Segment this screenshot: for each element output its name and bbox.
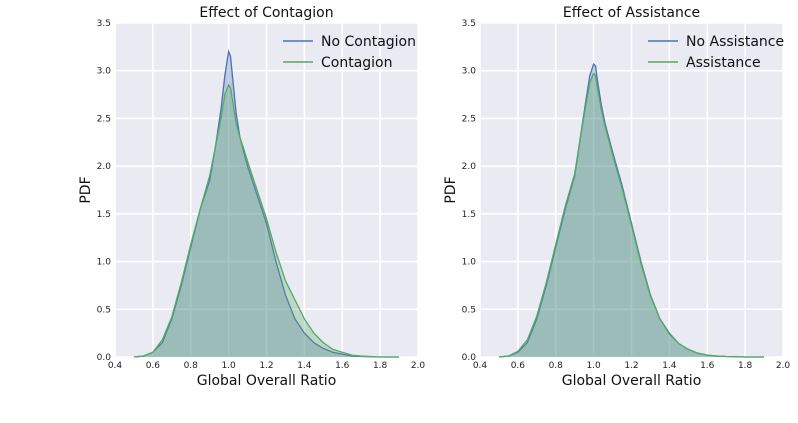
x-tick-label: 0.8 — [549, 361, 564, 371]
x-tick-label: 1.0 — [586, 361, 601, 371]
series-area-2 — [498, 73, 765, 357]
x-tick-label: 1.2 — [624, 361, 638, 371]
series-area-2 — [133, 85, 400, 357]
x-tick-label: 1.6 — [700, 361, 715, 371]
series-area-1 — [133, 51, 400, 357]
y-axis-label: PDF — [443, 176, 459, 203]
x-tick-label: 1.4 — [662, 361, 677, 371]
y-tick-label: 2.5 — [97, 114, 111, 124]
x-tick-label: 0.4 — [473, 361, 488, 371]
series-line-2 — [498, 72, 765, 358]
panel-2: 0.4 0.6 0.8 1.0 1.2 1.4 1.6 1.8 2.0 0.0 0.5 1.0 1.5 2… — [443, 5, 790, 389]
y-tick-label: 1.0 — [97, 258, 112, 268]
y-tick-label: 1.5 — [462, 210, 476, 220]
x-axis-label: Global Overall Ratio — [562, 373, 702, 389]
chart-title: Effect of Assistance — [563, 5, 700, 21]
series-line-2 — [133, 83, 400, 358]
legend-label: No Assistance — [686, 34, 784, 50]
y-tick-label: 3.0 — [462, 67, 477, 77]
y-tick-label: 2.5 — [462, 114, 476, 124]
y-tick-label: 1.5 — [97, 210, 111, 220]
x-tick-label: 1.0 — [221, 361, 236, 371]
y-tick-label: 3.5 — [97, 19, 111, 29]
x-tick-label: 1.6 — [335, 361, 350, 371]
x-tick-label: 1.4 — [297, 361, 312, 371]
chart-title: Effect of Contagion — [199, 5, 333, 21]
y-tick-label: 3.5 — [462, 19, 476, 29]
x-tick-label: 2.0 — [776, 361, 791, 371]
y-tick-label: 0.0 — [462, 353, 477, 363]
legend-label: Contagion — [321, 55, 393, 71]
y-tick-label: 3.0 — [97, 67, 112, 77]
x-axis-label: Global Overall Ratio — [197, 373, 337, 389]
y-tick-label: 0.5 — [462, 305, 476, 315]
y-tick-label: 2.0 — [97, 162, 112, 172]
x-tick-label: 1.8 — [738, 361, 753, 371]
x-tick-label: 0.4 — [108, 361, 123, 371]
y-tick-label: 1.0 — [462, 258, 477, 268]
y-tick-label: 2.0 — [462, 162, 477, 172]
x-tick-label: 0.6 — [146, 361, 161, 371]
y-tick-label: 0.5 — [97, 305, 111, 315]
legend-label: No Contagion — [321, 34, 416, 50]
legend: No Assistance Assistance — [648, 34, 784, 71]
x-tick-label: 0.6 — [511, 361, 526, 371]
legend: No Contagion Contagion — [283, 34, 416, 71]
x-tick-label: 2.0 — [411, 361, 426, 371]
legend-label: Assistance — [686, 55, 761, 71]
x-tick-label: 1.8 — [373, 361, 388, 371]
panel-1: 0.4 0.6 0.8 1.0 1.2 1.4 1.6 1.8 2.0 0.0 0.5 1.0 1.5 2… — [78, 5, 425, 389]
series-area-1 — [498, 64, 765, 357]
x-tick-label: 0.8 — [184, 361, 199, 371]
y-axis-label: PDF — [78, 176, 94, 203]
y-tick-label: 0.0 — [97, 353, 112, 363]
x-tick-label: 1.2 — [259, 361, 273, 371]
